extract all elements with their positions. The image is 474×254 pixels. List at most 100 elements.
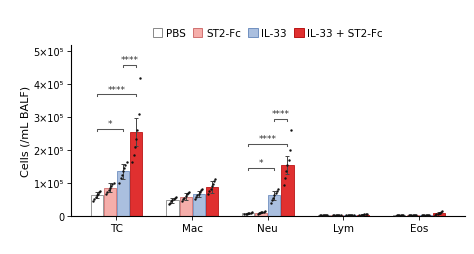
Point: [419, 213, 427, 217]
Point: [433, 212, 440, 216]
Point: [197, 189, 205, 193]
Point: [322, 213, 330, 217]
Point: [246, 211, 253, 215]
Point: [169, 198, 176, 202]
Point: [438, 210, 445, 214]
Point: [136, 76, 144, 81]
Point: [108, 184, 115, 188]
Point: [184, 191, 192, 195]
Bar: [331, 215, 343, 216]
Point: [392, 214, 400, 218]
Point: [434, 212, 441, 216]
Point: [411, 213, 419, 217]
Point: [268, 198, 276, 202]
Point: [316, 214, 324, 218]
Point: [116, 181, 123, 185]
Text: ****: ****: [272, 110, 290, 119]
Point: [398, 213, 406, 217]
Point: [90, 199, 97, 203]
Point: [396, 214, 403, 218]
Point: [199, 188, 206, 192]
Point: [243, 212, 251, 216]
Point: [272, 191, 279, 195]
Bar: [117, 172, 129, 216]
Point: [132, 137, 140, 141]
Point: [130, 153, 137, 157]
Point: [344, 213, 351, 217]
Bar: [357, 215, 369, 216]
Point: [346, 213, 354, 217]
Point: [281, 176, 289, 180]
Bar: [344, 215, 356, 216]
Bar: [192, 195, 205, 216]
Point: [394, 214, 402, 218]
Y-axis label: Cells (/mL BALF): Cells (/mL BALF): [21, 85, 31, 176]
Point: [274, 187, 282, 191]
Point: [332, 213, 339, 217]
Bar: [104, 188, 116, 216]
Bar: [255, 213, 267, 216]
Point: [280, 183, 288, 187]
Point: [179, 198, 187, 202]
Point: [206, 189, 213, 193]
Point: [286, 148, 294, 152]
Bar: [407, 215, 419, 216]
Point: [412, 213, 420, 217]
Point: [102, 193, 110, 197]
Point: [358, 213, 366, 217]
Text: ****: ****: [120, 56, 138, 65]
Point: [362, 212, 369, 216]
Point: [120, 166, 128, 170]
Point: [191, 197, 199, 201]
Point: [343, 213, 350, 217]
Bar: [268, 196, 281, 216]
Point: [118, 173, 126, 177]
Point: [423, 213, 431, 217]
Point: [257, 211, 265, 215]
Point: [283, 170, 290, 174]
Point: [287, 129, 295, 133]
Point: [248, 210, 255, 214]
Point: [173, 195, 180, 199]
Point: [283, 163, 291, 167]
Point: [319, 213, 327, 217]
Point: [192, 195, 200, 199]
Point: [183, 193, 191, 197]
Point: [336, 213, 343, 217]
Point: [95, 190, 103, 194]
Text: ****: ****: [259, 135, 277, 144]
Point: [97, 189, 104, 193]
Point: [408, 214, 415, 218]
Point: [207, 187, 214, 191]
Point: [165, 202, 173, 207]
Text: ****: ****: [108, 85, 126, 94]
Point: [129, 160, 137, 164]
Point: [337, 213, 345, 217]
Point: [357, 213, 365, 217]
Point: [260, 210, 267, 214]
Point: [273, 189, 281, 193]
Point: [418, 213, 426, 217]
Point: [256, 211, 264, 215]
Point: [104, 190, 111, 194]
Point: [209, 182, 217, 186]
Point: [181, 196, 188, 200]
Text: *: *: [108, 120, 112, 129]
Point: [123, 160, 130, 164]
Point: [208, 184, 216, 188]
Point: [105, 188, 112, 193]
Point: [170, 197, 177, 201]
Point: [117, 176, 124, 180]
Point: [195, 192, 202, 196]
Point: [320, 213, 328, 217]
Point: [267, 201, 274, 205]
Point: [210, 180, 218, 184]
Point: [212, 177, 219, 181]
Point: [329, 213, 337, 217]
Point: [92, 195, 100, 199]
Point: [359, 213, 367, 217]
Point: [271, 193, 278, 197]
Bar: [318, 215, 330, 216]
Point: [178, 199, 186, 203]
Point: [167, 199, 175, 203]
